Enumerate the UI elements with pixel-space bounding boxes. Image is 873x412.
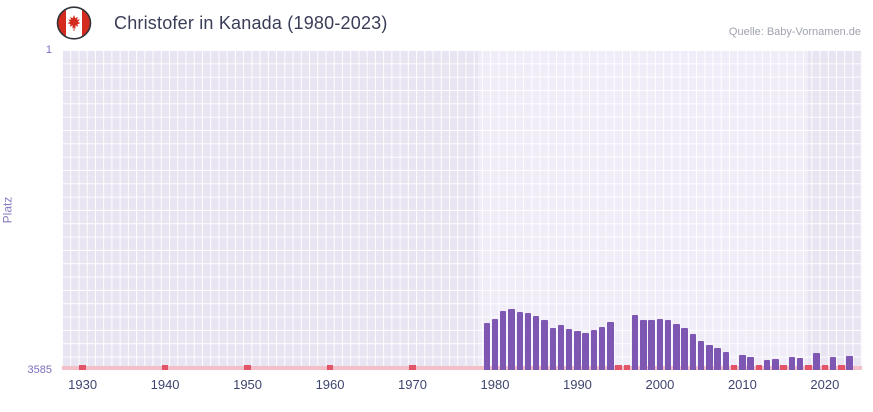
- rank-bar[interactable]: [772, 358, 779, 370]
- canada-flag-icon: [56, 6, 92, 40]
- rank-bar[interactable]: [706, 344, 713, 370]
- no-data-marker: [623, 365, 631, 370]
- rank-bar[interactable]: [541, 319, 548, 370]
- rank-bar[interactable]: [566, 329, 573, 370]
- rank-bar[interactable]: [524, 313, 532, 370]
- rank-bar[interactable]: [788, 357, 796, 370]
- rank-bar[interactable]: [500, 310, 507, 370]
- x-axis-tick: 2010: [727, 377, 757, 392]
- rank-bar[interactable]: [631, 315, 639, 370]
- rank-bar[interactable]: [533, 315, 540, 370]
- chart-plot-area[interactable]: [62, 50, 862, 370]
- rank-bar[interactable]: [607, 322, 614, 370]
- rank-bar[interactable]: [549, 327, 556, 370]
- rank-bar[interactable]: [491, 318, 499, 370]
- no-data-marker: [730, 365, 738, 370]
- rank-bar[interactable]: [689, 333, 697, 370]
- no-data-marker: [805, 365, 812, 370]
- no-data-marker: [161, 365, 169, 370]
- rank-bar[interactable]: [739, 355, 746, 370]
- x-axis-tick: 2000: [645, 377, 675, 392]
- rank-bar[interactable]: [598, 326, 606, 370]
- chart-title: Christofer in Kanada (1980-2023): [114, 13, 388, 33]
- x-axis-tick: 1990: [562, 377, 592, 392]
- rank-bar[interactable]: [640, 319, 647, 370]
- y-axis-title: Platz: [0, 196, 15, 224]
- rank-bar[interactable]: [516, 311, 523, 370]
- x-axis-tick: 1960: [315, 377, 345, 392]
- no-data-marker: [409, 365, 416, 370]
- x-axis-tick: 1980: [480, 377, 510, 392]
- rank-bar[interactable]: [673, 324, 680, 370]
- rank-bar[interactable]: [747, 357, 754, 370]
- rank-bar[interactable]: [681, 327, 688, 370]
- no-data-marker: [79, 365, 86, 370]
- rank-bar[interactable]: [846, 356, 853, 370]
- y-axis-tick-top: 1: [45, 44, 52, 56]
- rank-bar[interactable]: [714, 348, 721, 370]
- rank-bar[interactable]: [697, 340, 705, 370]
- rank-bar[interactable]: [483, 323, 490, 370]
- rank-bar[interactable]: [722, 351, 730, 370]
- rank-bar[interactable]: [557, 324, 565, 370]
- x-axis-tick: 1950: [233, 377, 263, 392]
- x-axis-tick: 1930: [68, 377, 98, 392]
- no-data-marker: [615, 365, 622, 370]
- rank-bar[interactable]: [829, 357, 837, 370]
- no-data-marker: [838, 365, 845, 370]
- y-axis-tick-bottom: 3585: [27, 364, 52, 376]
- rank-bar[interactable]: [763, 359, 771, 370]
- rank-bar[interactable]: [796, 357, 804, 370]
- no-data-marker: [780, 365, 787, 370]
- no-data-marker: [244, 365, 251, 370]
- rank-bar[interactable]: [664, 320, 672, 370]
- x-axis-tick: 1940: [150, 377, 180, 392]
- rank-bar[interactable]: [656, 318, 664, 370]
- x-axis-labels: 1930 1940 1950 1960 1970 1980 1990 2000 2010 2020: [62, 377, 862, 397]
- no-data-marker: [326, 365, 334, 370]
- no-data-marker: [755, 365, 763, 370]
- source-credit: Quelle: Baby-Vornamen.de: [728, 26, 861, 38]
- no-data-marker: [821, 365, 829, 370]
- x-axis-tick: 1970: [398, 377, 427, 392]
- no-data-baseline-strip: [62, 366, 862, 370]
- rank-bar[interactable]: [813, 353, 820, 370]
- rank-bar[interactable]: [574, 331, 581, 370]
- x-axis-tick: 2020: [810, 377, 840, 392]
- rank-bar[interactable]: [648, 320, 655, 370]
- gridlines: [62, 50, 862, 370]
- rank-bar[interactable]: [508, 308, 515, 370]
- rank-bar[interactable]: [590, 330, 598, 370]
- rank-bar[interactable]: [582, 332, 589, 370]
